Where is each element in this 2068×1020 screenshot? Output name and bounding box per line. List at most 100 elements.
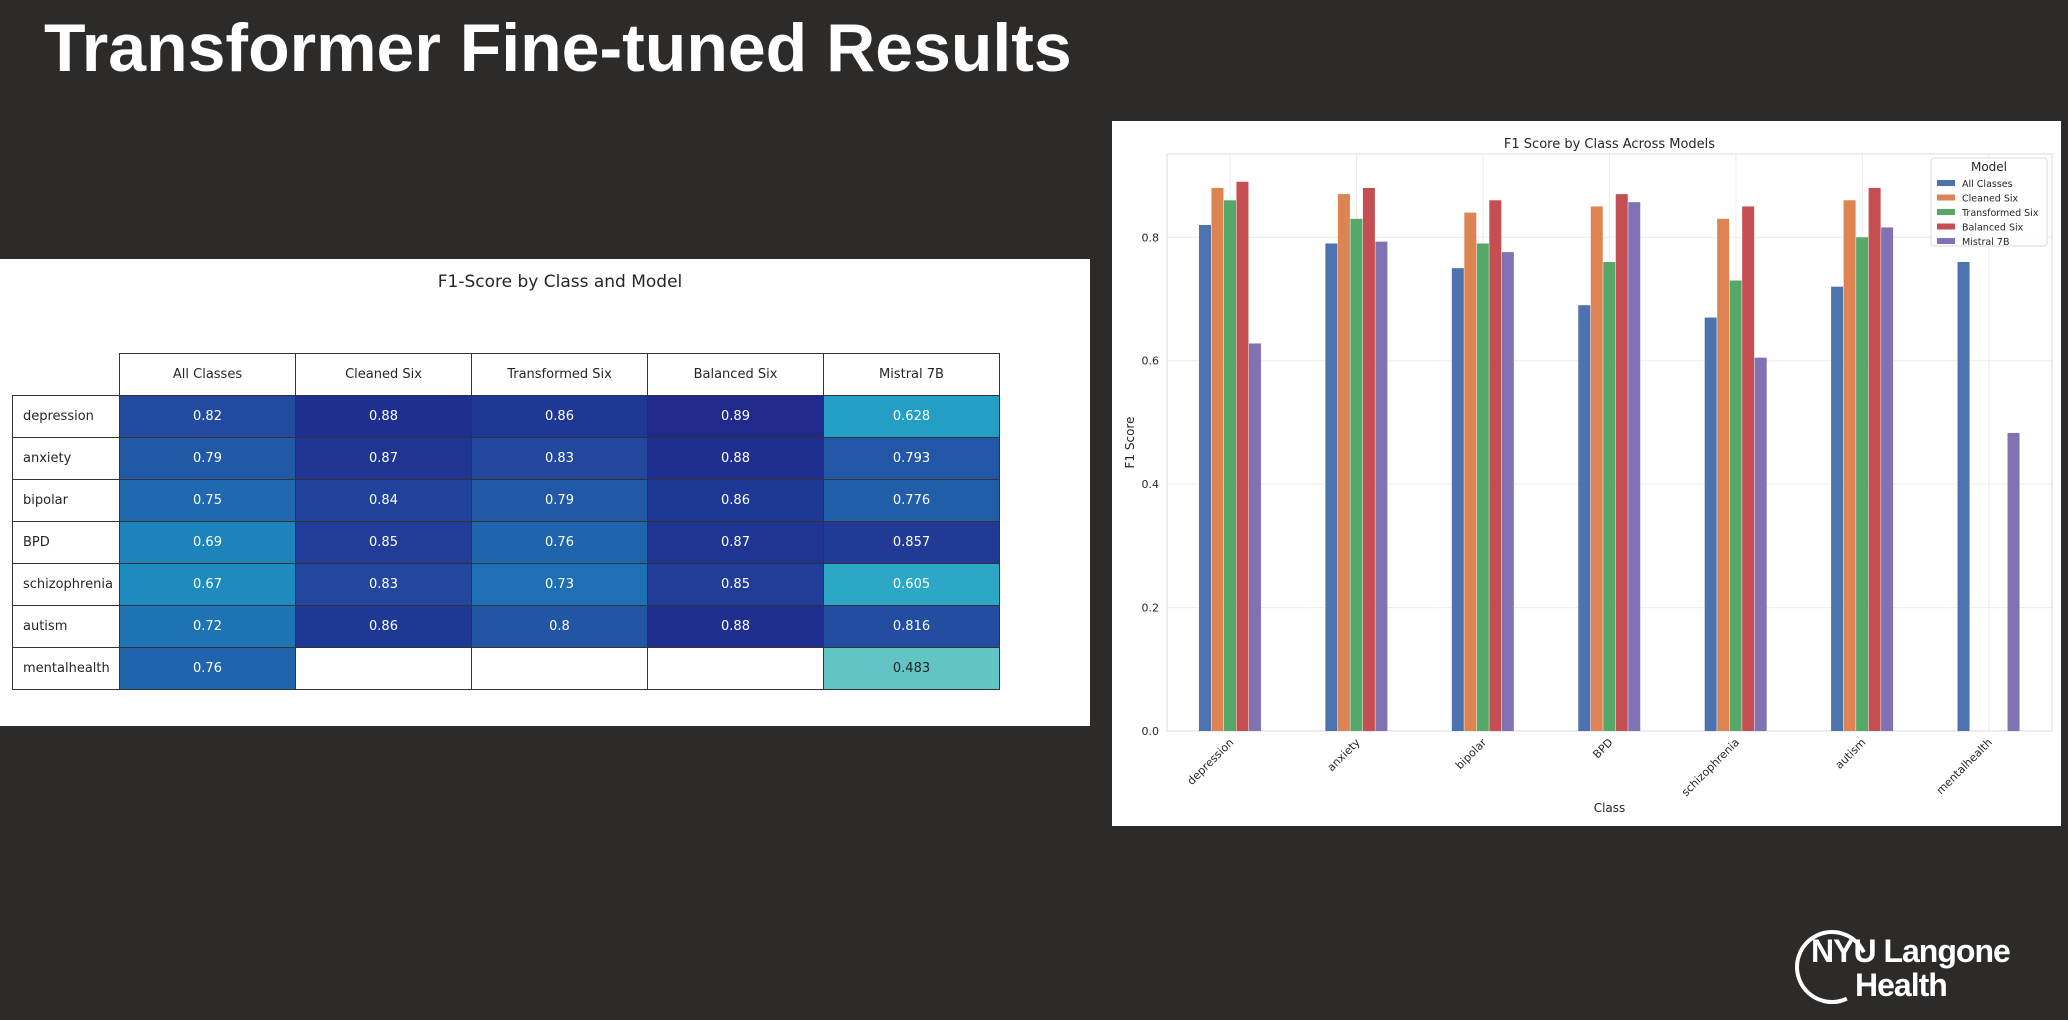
bar bbox=[1881, 227, 1894, 731]
x-tick-label: BPD bbox=[1590, 736, 1615, 761]
f1-score-table: All Classes Cleaned Six Transformed Six Bal… bbox=[12, 353, 1000, 690]
chart-title: F1 Score by Class Across Models bbox=[1504, 137, 1715, 152]
table-cell: 0.85 bbox=[647, 563, 824, 606]
legend-swatch bbox=[1937, 209, 1955, 215]
table-cell bbox=[295, 647, 472, 690]
column-header: Cleaned Six bbox=[295, 353, 472, 396]
row-label: BPD bbox=[12, 521, 120, 564]
bar bbox=[1350, 218, 1363, 732]
y-tick-label: 0.8 bbox=[1142, 231, 1160, 244]
legend-swatch bbox=[1937, 194, 1955, 201]
table-cell bbox=[647, 647, 824, 690]
table-cell: 0.88 bbox=[295, 395, 472, 438]
bar bbox=[1578, 305, 1591, 731]
table-row: depression 0.82 0.88 0.86 0.89 0.628 bbox=[12, 395, 1000, 438]
bar bbox=[1489, 200, 1502, 731]
table-cell: 0.628 bbox=[823, 395, 1000, 438]
table-cell: 0.79 bbox=[471, 479, 648, 522]
bar bbox=[1742, 206, 1755, 732]
row-label: depression bbox=[12, 395, 120, 438]
nyu-langone-logo: NYU Langone Health bbox=[1784, 919, 2011, 1015]
table-row: mentalhealth 0.76 0.483 bbox=[12, 647, 1000, 690]
bar bbox=[1957, 261, 1970, 731]
bar bbox=[1476, 243, 1489, 731]
table-cell: 0.89 bbox=[647, 395, 824, 438]
heatmap-table-panel: F1-Score by Class and Model All Classes C… bbox=[0, 259, 1090, 726]
y-axis-label: F1 Score bbox=[1123, 417, 1137, 469]
row-label: bipolar bbox=[12, 479, 120, 522]
table-cell: 0.483 bbox=[823, 647, 1000, 690]
table-body: depression 0.82 0.88 0.86 0.89 0.628 anxiety 0.… bbox=[12, 395, 1000, 690]
slide-title: Transformer Fine-tuned Results bbox=[44, 10, 1072, 86]
x-tick-label: mentalhealth bbox=[1934, 736, 1995, 797]
bar bbox=[1590, 206, 1603, 732]
table-cell: 0.72 bbox=[119, 605, 296, 648]
legend-entry: Mistral 7B bbox=[1962, 237, 2009, 248]
y-tick-label: 0.4 bbox=[1142, 478, 1160, 491]
column-header: All Classes bbox=[119, 353, 296, 396]
table-cell: 0.88 bbox=[647, 437, 824, 480]
table-cell: 0.605 bbox=[823, 563, 1000, 606]
table-cell: 0.83 bbox=[471, 437, 648, 480]
f1-bar-chart: 0.0 0.2 0.4 0.6 0.8 depression anxiety bipolar B… bbox=[1123, 137, 2053, 815]
bar bbox=[1843, 200, 1856, 731]
table-row: anxiety 0.79 0.87 0.83 0.88 0.793 bbox=[12, 437, 1000, 480]
column-header: Balanced Six bbox=[647, 353, 824, 396]
bar bbox=[1628, 202, 1641, 731]
table-cell: 0.84 bbox=[295, 479, 472, 522]
bar bbox=[2007, 432, 2020, 731]
table-cell: 0.69 bbox=[119, 521, 296, 564]
bar bbox=[1603, 261, 1616, 731]
row-label: anxiety bbox=[12, 437, 120, 480]
row-label: mentalhealth bbox=[12, 647, 120, 690]
logo-text-line1: NYU Langone bbox=[1811, 933, 2011, 969]
bar bbox=[1615, 194, 1628, 731]
x-tick-label: schizophrenia bbox=[1679, 736, 1742, 799]
bar bbox=[1325, 243, 1338, 731]
legend-entry: Cleaned Six bbox=[1962, 194, 2019, 205]
y-tick-label: 0.6 bbox=[1142, 355, 1160, 368]
bar bbox=[1868, 187, 1881, 732]
table-row: BPD 0.69 0.85 0.76 0.87 0.857 bbox=[12, 521, 1000, 564]
table-cell: 0.8 bbox=[471, 605, 648, 648]
bar bbox=[1451, 268, 1464, 731]
table-cell: 0.87 bbox=[295, 437, 472, 480]
bar bbox=[1236, 181, 1249, 732]
table-cell: 0.76 bbox=[119, 647, 296, 690]
row-label: autism bbox=[12, 605, 120, 648]
legend-swatch bbox=[1937, 223, 1955, 230]
bar bbox=[1362, 187, 1375, 732]
logo-text-line2: Health bbox=[1855, 967, 1948, 1003]
column-header: Mistral 7B bbox=[823, 353, 1000, 396]
table-title: F1-Score by Class and Model bbox=[437, 272, 683, 292]
x-tick-label: bipolar bbox=[1453, 736, 1489, 772]
table-cell: 0.857 bbox=[823, 521, 1000, 564]
bar bbox=[1198, 224, 1211, 732]
row-label: schizophrenia bbox=[12, 563, 120, 606]
table-cell: 0.79 bbox=[119, 437, 296, 480]
table-row: schizophrenia 0.67 0.83 0.73 0.85 0.605 bbox=[12, 563, 1000, 606]
x-axis-label: Class bbox=[1594, 801, 1626, 815]
legend-swatch bbox=[1937, 180, 1955, 186]
table-cell bbox=[471, 647, 648, 690]
table-cell: 0.816 bbox=[823, 605, 1000, 648]
bar bbox=[1831, 286, 1844, 731]
table-header-row: All Classes Cleaned Six Transformed Six Bal… bbox=[13, 353, 1000, 396]
bar bbox=[1464, 212, 1477, 731]
bar bbox=[1729, 280, 1742, 731]
legend-title: Model bbox=[1971, 160, 2007, 174]
bar bbox=[1223, 200, 1236, 731]
table-row: bipolar 0.75 0.84 0.79 0.86 0.776 bbox=[12, 479, 1000, 522]
table-cell: 0.76 bbox=[471, 521, 648, 564]
bar-chart-panel: 0.0 0.2 0.4 0.6 0.8 depression anxiety bipolar B… bbox=[1112, 121, 2061, 826]
legend-entry: All Classes bbox=[1962, 179, 2013, 190]
table-row: autism 0.72 0.86 0.8 0.88 0.816 bbox=[12, 605, 1000, 648]
table-cell: 0.86 bbox=[471, 395, 648, 438]
table-cell: 0.776 bbox=[823, 479, 1000, 522]
bar bbox=[1717, 218, 1730, 732]
bar bbox=[1501, 252, 1514, 731]
table-cell: 0.67 bbox=[119, 563, 296, 606]
bar bbox=[1337, 194, 1350, 731]
y-tick-label: 0.2 bbox=[1142, 602, 1160, 615]
table-cell: 0.83 bbox=[295, 563, 472, 606]
